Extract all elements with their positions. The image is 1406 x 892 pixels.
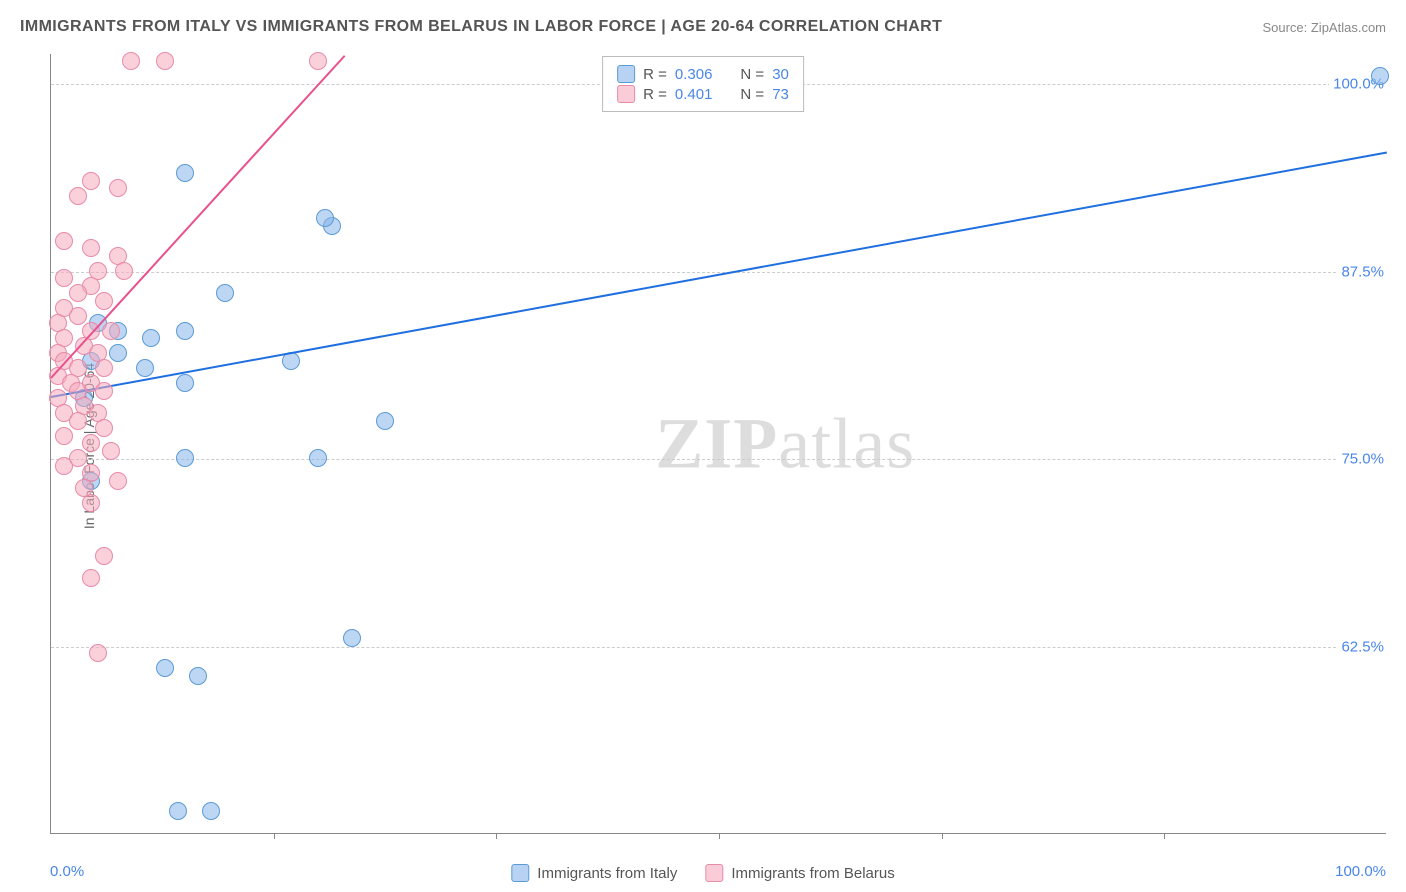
data-point — [156, 52, 174, 70]
data-point — [102, 442, 120, 460]
legend-label: Immigrants from Belarus — [731, 865, 894, 882]
data-point — [122, 52, 140, 70]
data-point — [109, 179, 127, 197]
data-point — [95, 419, 113, 437]
chart-title: IMMIGRANTS FROM ITALY VS IMMIGRANTS FROM… — [20, 18, 942, 36]
r-label: R = — [643, 66, 667, 83]
data-point — [176, 322, 194, 340]
data-point — [176, 164, 194, 182]
x-axis-label-min: 0.0% — [50, 863, 84, 880]
data-point — [69, 307, 87, 325]
legend-item: Immigrants from Italy — [511, 864, 677, 882]
data-point — [309, 449, 327, 467]
series-legend: Immigrants from Italy Immigrants from Bel… — [511, 864, 894, 882]
data-point — [189, 667, 207, 685]
x-tick — [496, 833, 497, 839]
data-point — [102, 322, 120, 340]
data-point — [55, 427, 73, 445]
data-point — [89, 644, 107, 662]
data-point — [176, 449, 194, 467]
legend-label: Immigrants from Italy — [537, 865, 677, 882]
data-point — [82, 569, 100, 587]
data-point — [136, 359, 154, 377]
data-point — [1371, 67, 1389, 85]
data-point — [69, 187, 87, 205]
data-point — [55, 232, 73, 250]
data-point — [169, 802, 187, 820]
data-point — [115, 262, 133, 280]
scatter-chart: ZIPatlas 62.5%75.0%87.5%100.0% — [50, 54, 1386, 834]
legend-row: R = 0.306 N = 30 — [617, 65, 789, 83]
data-point — [82, 239, 100, 257]
data-point — [95, 292, 113, 310]
trend-line — [50, 54, 345, 378]
data-point — [109, 472, 127, 490]
n-value: 73 — [772, 86, 789, 103]
data-point — [202, 802, 220, 820]
data-point — [216, 284, 234, 302]
legend-swatch — [705, 864, 723, 882]
x-tick — [274, 833, 275, 839]
x-tick — [1164, 833, 1165, 839]
data-point — [142, 329, 160, 347]
y-tick-label: 75.0% — [1337, 451, 1388, 468]
gridline — [51, 459, 1386, 460]
y-tick-label: 62.5% — [1337, 638, 1388, 655]
legend-swatch — [617, 65, 635, 83]
data-point — [95, 547, 113, 565]
data-point — [95, 359, 113, 377]
data-point — [109, 344, 127, 362]
watermark: ZIPatlas — [655, 402, 915, 485]
data-point — [82, 172, 100, 190]
n-label: N = — [740, 86, 764, 103]
legend-swatch — [617, 85, 635, 103]
data-point — [82, 494, 100, 512]
data-point — [69, 284, 87, 302]
r-value: 0.306 — [675, 66, 713, 83]
data-point — [55, 269, 73, 287]
data-point — [176, 374, 194, 392]
data-point — [343, 629, 361, 647]
data-point — [376, 412, 394, 430]
gridline — [51, 272, 1386, 273]
y-tick-label: 87.5% — [1337, 263, 1388, 280]
legend-row: R = 0.401 N = 73 — [617, 85, 789, 103]
data-point — [69, 412, 87, 430]
n-value: 30 — [772, 66, 789, 83]
legend-swatch — [511, 864, 529, 882]
x-axis-label-max: 100.0% — [1335, 863, 1386, 880]
source-label: Source: ZipAtlas.com — [1262, 20, 1386, 35]
data-point — [316, 209, 334, 227]
data-point — [82, 434, 100, 452]
correlation-legend: R = 0.306 N = 30 R = 0.401 N = 73 — [602, 56, 804, 112]
x-tick — [942, 833, 943, 839]
legend-item: Immigrants from Belarus — [705, 864, 894, 882]
data-point — [156, 659, 174, 677]
trend-line — [51, 152, 1387, 398]
n-label: N = — [740, 66, 764, 83]
data-point — [309, 52, 327, 70]
r-value: 0.401 — [675, 86, 713, 103]
x-tick — [719, 833, 720, 839]
data-point — [55, 457, 73, 475]
gridline — [51, 647, 1386, 648]
r-label: R = — [643, 86, 667, 103]
data-point — [95, 382, 113, 400]
